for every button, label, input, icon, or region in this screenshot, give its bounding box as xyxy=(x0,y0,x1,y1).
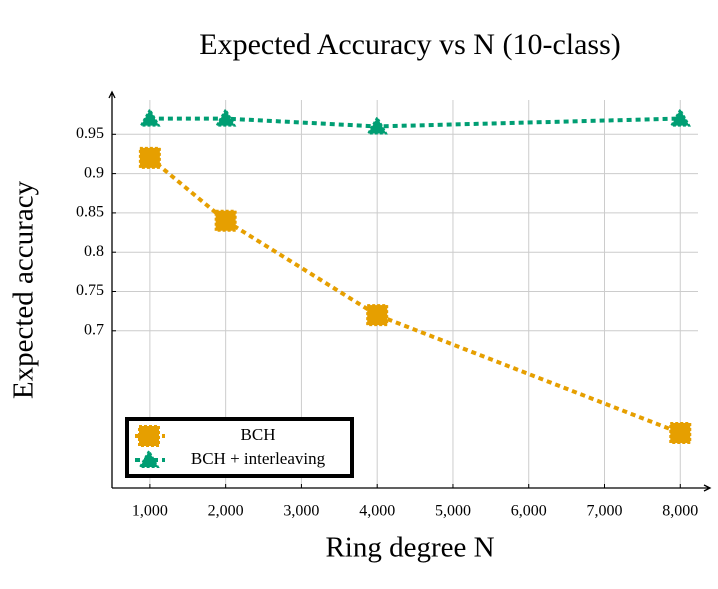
legend-marker xyxy=(138,448,160,468)
x-tick-label: 3,000 xyxy=(283,503,319,520)
data-point xyxy=(669,421,692,444)
legend-marker xyxy=(138,425,160,447)
x-tick-label: 6,000 xyxy=(511,503,547,520)
data-point xyxy=(366,115,388,135)
legend-box xyxy=(125,417,354,478)
x-tick-label: 7,000 xyxy=(587,503,623,520)
y-tick-label: 0.7 xyxy=(84,321,104,338)
series-line xyxy=(148,156,681,435)
x-tick-label: 1,000 xyxy=(132,503,168,520)
data-point xyxy=(669,107,691,127)
data-point xyxy=(366,304,389,327)
data-point xyxy=(214,107,237,127)
x-tick-label: 4,000 xyxy=(359,503,395,520)
y-tick-label: 0.85 xyxy=(76,204,104,221)
y-axis-label: Expected accuracy xyxy=(8,180,40,399)
series-line xyxy=(149,116,681,129)
y-tick-label: 0.95 xyxy=(76,125,104,142)
legend-label: BCH xyxy=(241,425,276,444)
x-axis xyxy=(112,484,712,492)
legend-label: BCH + interleaving xyxy=(191,449,326,468)
y-axis xyxy=(108,90,116,488)
x-tick-label: 2,000 xyxy=(208,503,244,520)
y-tick-label: 0.75 xyxy=(76,282,104,299)
y-tick-label: 0.8 xyxy=(84,243,104,260)
x-tick-label: 5,000 xyxy=(435,503,471,520)
data-point xyxy=(139,107,161,127)
chart-title: Expected Accuracy vs N (10-class) xyxy=(199,28,621,61)
data-point xyxy=(214,209,237,232)
y-tick-label: 0.9 xyxy=(84,164,104,181)
x-axis-label: Ring degree N xyxy=(325,532,494,564)
data-point xyxy=(138,146,161,169)
x-tick-label: 8,000 xyxy=(662,503,698,520)
